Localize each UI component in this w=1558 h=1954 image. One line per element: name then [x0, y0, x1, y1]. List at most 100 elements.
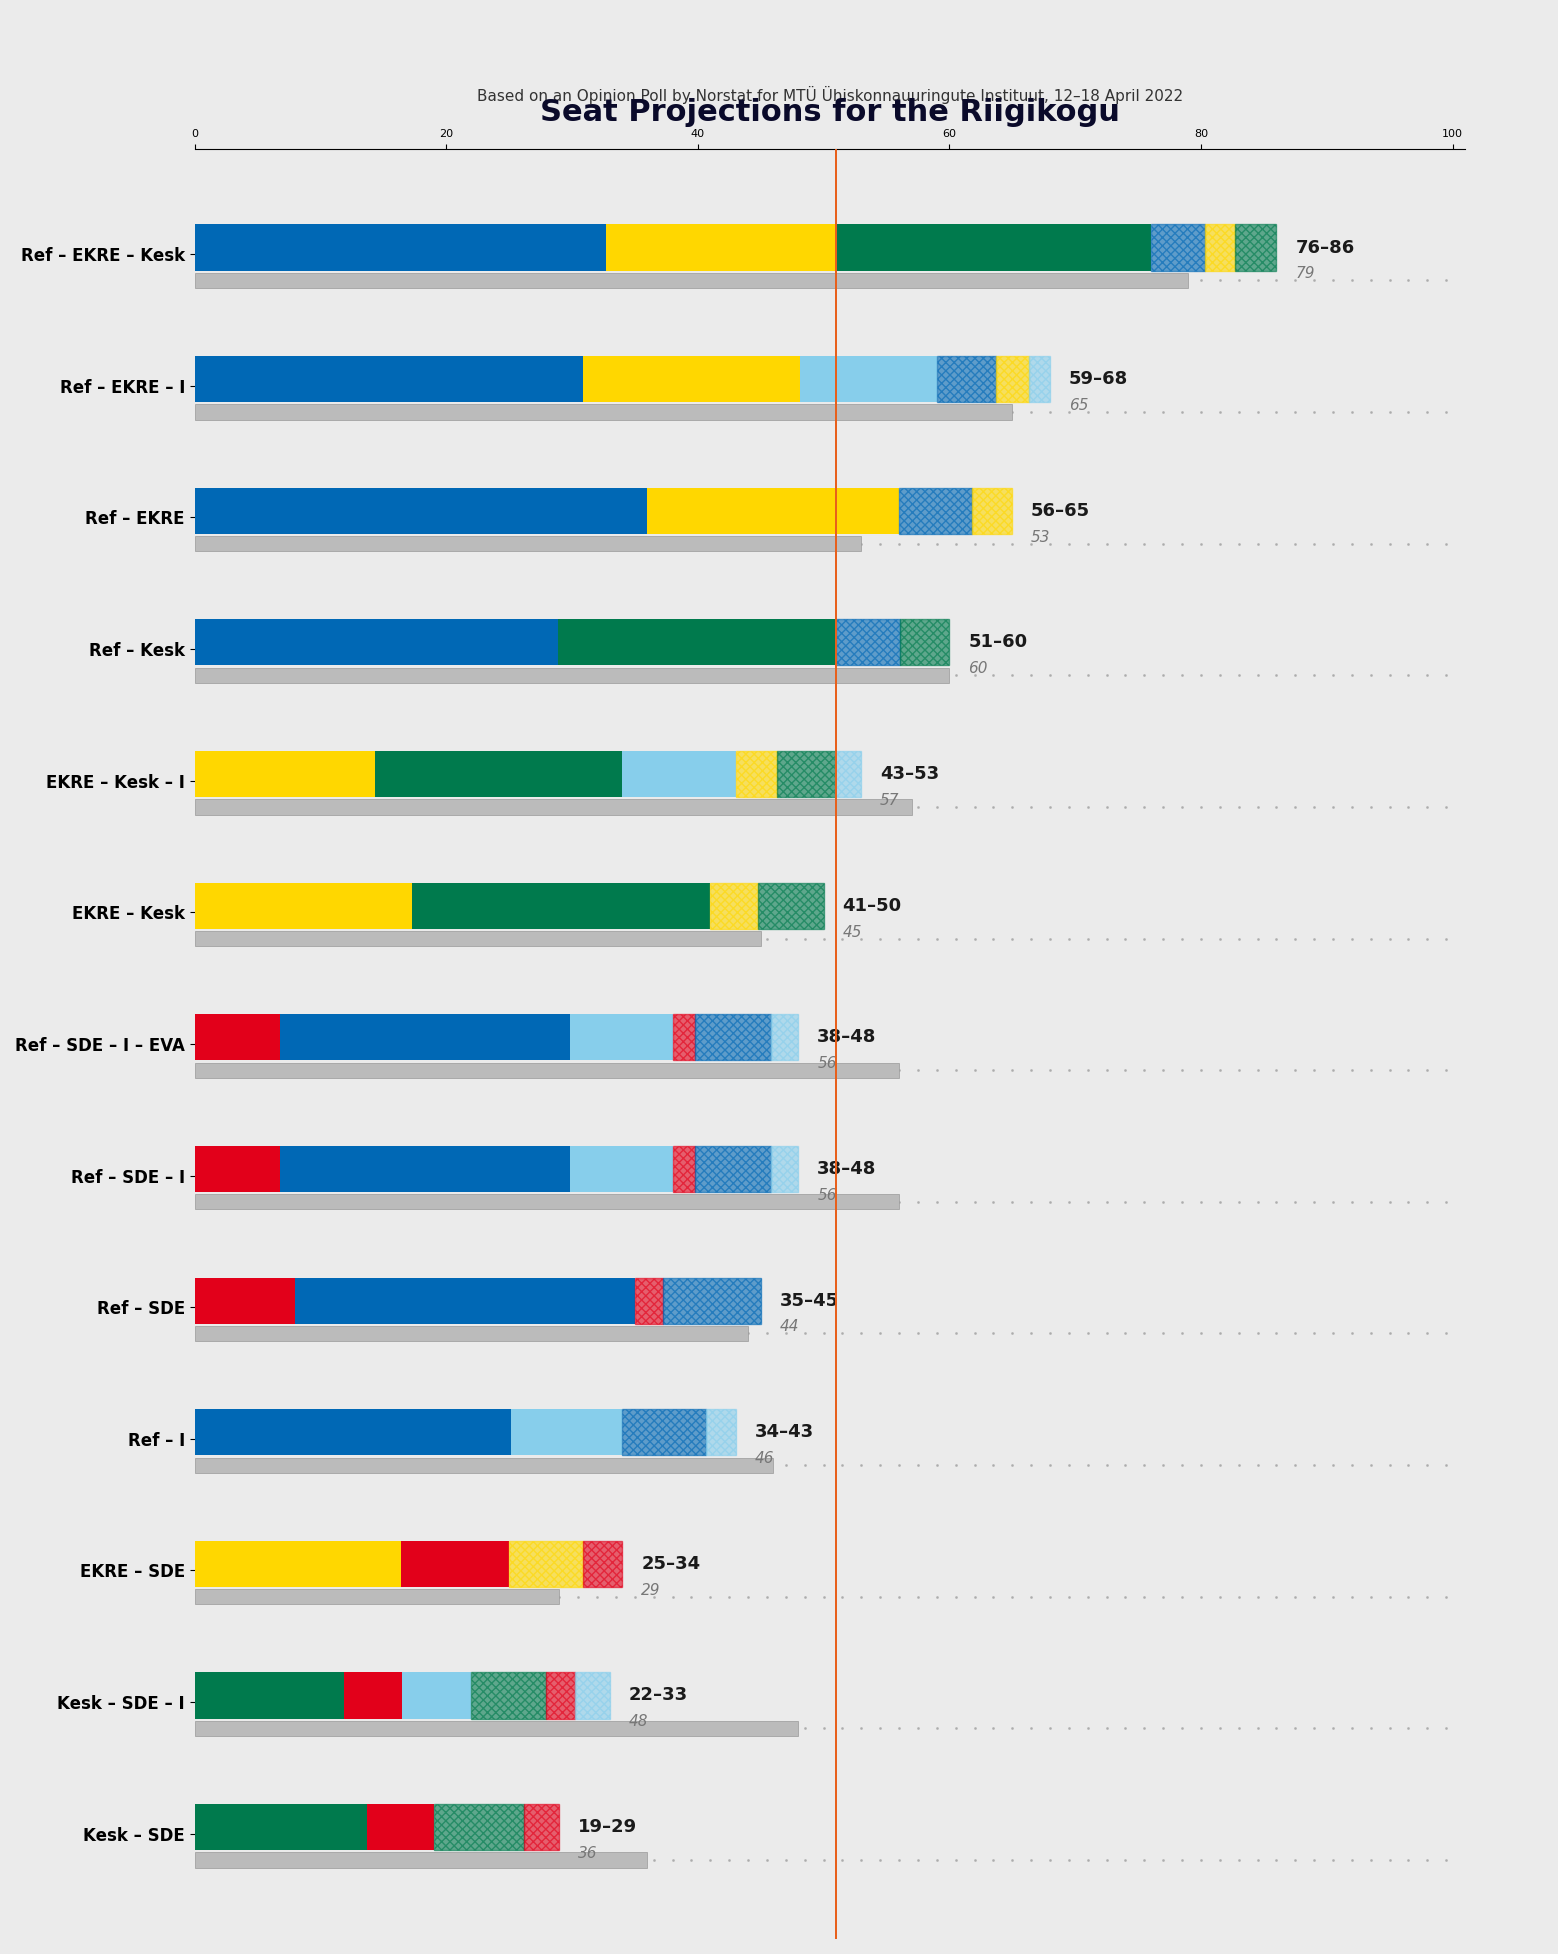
- Title: Seat Projections for the Riigikogu: Seat Projections for the Riigikogu: [541, 98, 1120, 127]
- Bar: [634, 1278, 664, 1323]
- Bar: [1030, 356, 1050, 403]
- Text: 56: 56: [818, 1057, 837, 1071]
- Bar: [622, 1409, 706, 1456]
- Bar: [771, 1145, 798, 1192]
- Text: 56: 56: [818, 1188, 837, 1204]
- Text: 38–48: 38–48: [818, 1028, 877, 1045]
- Bar: [195, 1589, 559, 1604]
- Bar: [195, 930, 760, 946]
- Bar: [195, 1014, 280, 1061]
- Bar: [195, 1458, 773, 1473]
- Text: 36: 36: [578, 1847, 598, 1860]
- Bar: [280, 1145, 570, 1192]
- Bar: [622, 750, 735, 797]
- Bar: [710, 883, 759, 928]
- Text: 60: 60: [968, 660, 988, 676]
- Bar: [525, 1804, 559, 1850]
- Bar: [606, 225, 837, 270]
- Bar: [280, 1014, 570, 1061]
- Bar: [735, 750, 777, 797]
- Text: 65: 65: [1069, 399, 1089, 412]
- Bar: [695, 1145, 771, 1192]
- Bar: [433, 1804, 525, 1850]
- Bar: [771, 1014, 798, 1061]
- Bar: [695, 1014, 771, 1061]
- Text: 59–68: 59–68: [1069, 369, 1128, 389]
- Text: 22–33: 22–33: [628, 1686, 687, 1704]
- Bar: [400, 1542, 509, 1587]
- Bar: [195, 1542, 400, 1587]
- Bar: [1151, 225, 1204, 270]
- Bar: [1204, 225, 1235, 270]
- Bar: [837, 619, 901, 666]
- Bar: [195, 274, 1189, 287]
- Bar: [899, 488, 972, 533]
- Bar: [509, 1542, 583, 1587]
- Bar: [673, 1145, 695, 1192]
- Text: 19–29: 19–29: [578, 1817, 637, 1837]
- Bar: [195, 1409, 511, 1456]
- Bar: [799, 356, 936, 403]
- Text: 41–50: 41–50: [843, 897, 902, 914]
- Bar: [195, 356, 583, 403]
- Text: 38–48: 38–48: [818, 1161, 877, 1178]
- Bar: [344, 1673, 402, 1718]
- Bar: [570, 1145, 673, 1192]
- Bar: [413, 883, 710, 928]
- Text: 46: 46: [754, 1452, 774, 1466]
- Bar: [195, 1194, 899, 1210]
- Bar: [936, 356, 996, 403]
- Bar: [647, 488, 899, 533]
- Bar: [511, 1409, 622, 1456]
- Bar: [583, 1542, 622, 1587]
- Bar: [759, 883, 824, 928]
- Text: 53: 53: [1031, 530, 1050, 545]
- Bar: [195, 1278, 294, 1323]
- Text: 34–43: 34–43: [754, 1423, 813, 1442]
- Bar: [195, 883, 413, 928]
- Bar: [837, 225, 1151, 270]
- Bar: [294, 1278, 634, 1323]
- Text: 57: 57: [880, 793, 899, 807]
- Text: 29: 29: [642, 1583, 661, 1598]
- Bar: [195, 1721, 798, 1735]
- Bar: [547, 1673, 575, 1718]
- Bar: [972, 488, 1013, 533]
- Text: 51–60: 51–60: [968, 633, 1027, 651]
- Bar: [575, 1673, 609, 1718]
- Bar: [996, 356, 1030, 403]
- Bar: [195, 1852, 648, 1868]
- Bar: [583, 356, 799, 403]
- Bar: [1235, 225, 1276, 270]
- Bar: [195, 668, 949, 684]
- Text: 48: 48: [628, 1714, 648, 1729]
- Bar: [368, 1804, 433, 1850]
- Bar: [472, 1673, 547, 1718]
- Bar: [570, 1014, 673, 1061]
- Bar: [835, 750, 862, 797]
- Text: 45: 45: [843, 924, 862, 940]
- Bar: [195, 1673, 344, 1718]
- Text: 79: 79: [1295, 266, 1315, 281]
- Bar: [195, 619, 558, 666]
- Text: 25–34: 25–34: [642, 1555, 700, 1573]
- Bar: [901, 619, 949, 666]
- Text: 35–45: 35–45: [779, 1292, 838, 1309]
- Bar: [195, 799, 911, 815]
- Text: 44: 44: [779, 1319, 799, 1335]
- Bar: [664, 1278, 760, 1323]
- Bar: [402, 1673, 472, 1718]
- Bar: [375, 750, 622, 797]
- Bar: [195, 750, 375, 797]
- Bar: [777, 750, 835, 797]
- Bar: [195, 1327, 748, 1340]
- Bar: [558, 619, 837, 666]
- Bar: [195, 1145, 280, 1192]
- Bar: [673, 1014, 695, 1061]
- Bar: [195, 535, 862, 551]
- Bar: [195, 225, 606, 270]
- Bar: [195, 488, 647, 533]
- Text: 43–53: 43–53: [880, 766, 939, 784]
- Bar: [195, 1804, 368, 1850]
- Bar: [195, 404, 1013, 420]
